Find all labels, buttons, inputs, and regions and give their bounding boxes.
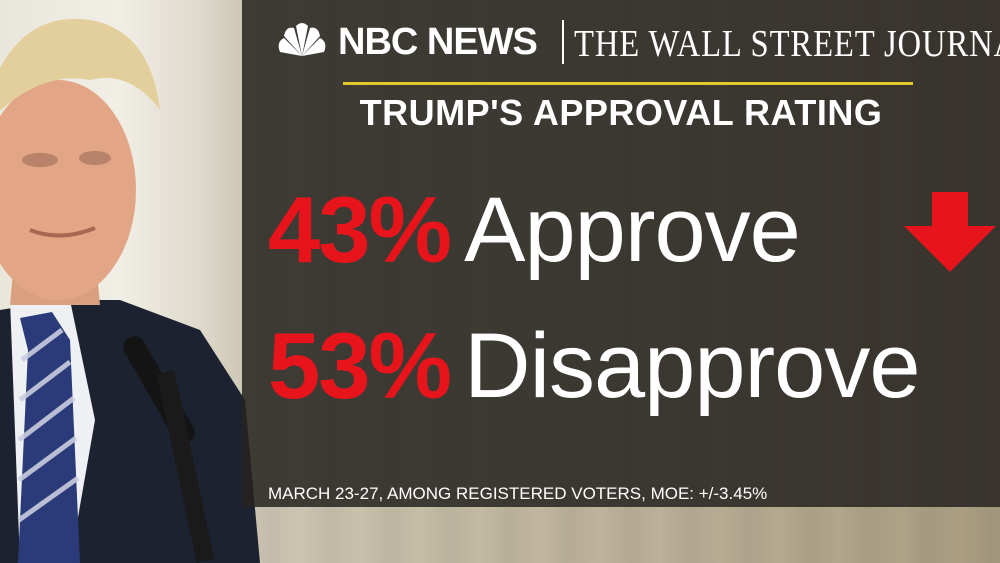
approve-row: 43% Approve	[268, 176, 1000, 286]
approve-percent: 43%	[268, 177, 452, 282]
speaker-photo	[0, 18, 260, 563]
poll-footnote: MARCH 23-27, AMONG REGISTERED VOTERS, MO…	[268, 484, 768, 503]
down-arrow-icon	[904, 192, 996, 272]
logo-divider	[562, 20, 564, 64]
logo-row: NBC NEWS THE WALL STREET JOURNAL	[276, 14, 1000, 74]
disapprove-percent: 53%	[268, 313, 452, 418]
wsj-logo: THE WALL STREET JOURNAL	[574, 23, 1000, 65]
disapprove-row: 53% Disapprove	[268, 312, 1000, 422]
page-title: TRUMP'S APPROVAL RATING	[359, 92, 883, 133]
nbc-peacock-icon	[278, 23, 326, 56]
approve-label: Approve	[464, 178, 801, 281]
title-rule	[343, 82, 913, 85]
nbc-news-logo: NBC NEWS	[338, 21, 538, 63]
disapprove-label: Disapprove	[464, 314, 920, 417]
